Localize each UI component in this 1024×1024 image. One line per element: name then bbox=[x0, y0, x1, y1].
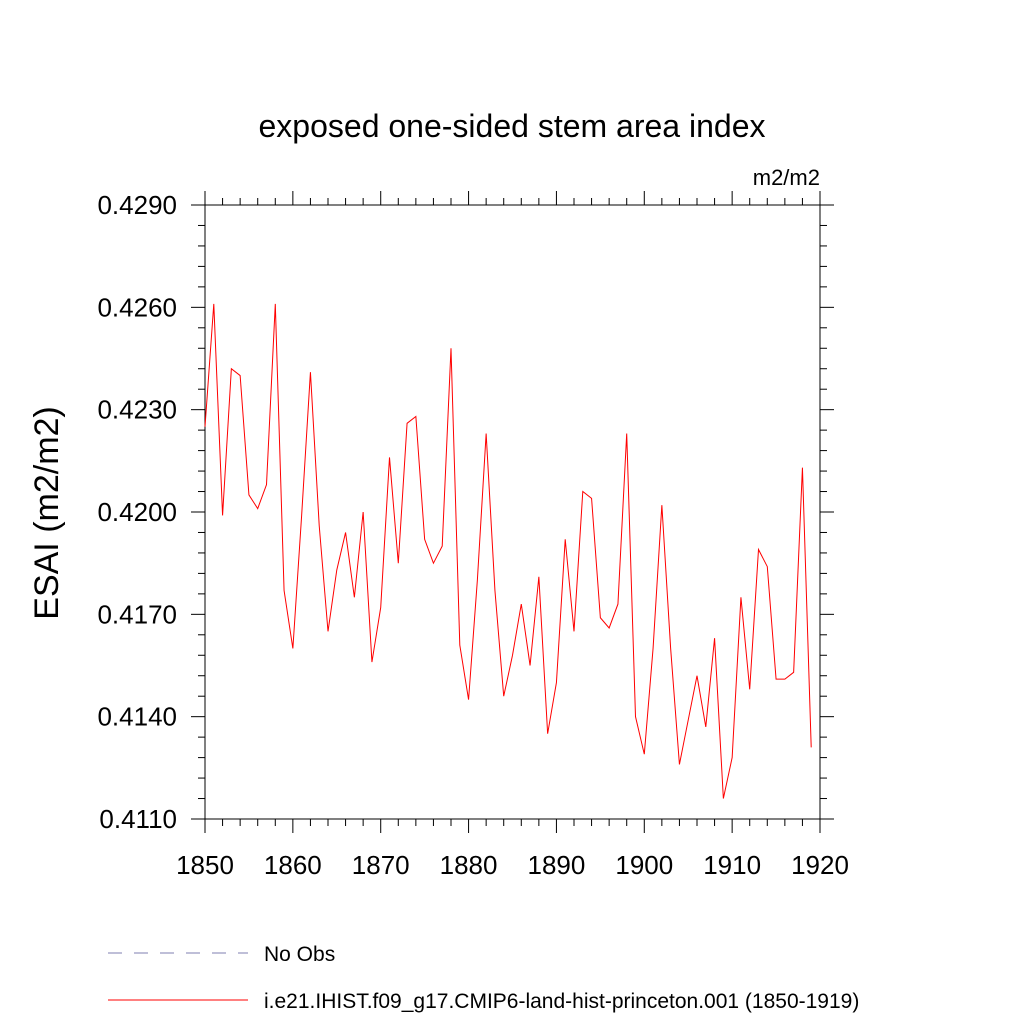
chart-title: exposed one-sided stem area index bbox=[259, 108, 766, 144]
y-tick-label: 0.4260 bbox=[97, 292, 177, 322]
y-tick-label: 0.4170 bbox=[97, 599, 177, 629]
x-tick-label: 1850 bbox=[176, 850, 234, 880]
y-tick-label: 0.4110 bbox=[99, 804, 177, 834]
y-tick-label: 0.4230 bbox=[97, 395, 177, 425]
x-tick-label: 1890 bbox=[528, 850, 586, 880]
x-tick-label: 1900 bbox=[615, 850, 673, 880]
y-axis-label: ESAI (m2/m2) bbox=[28, 406, 66, 619]
plot-frame bbox=[204, 204, 821, 820]
y-tick-label: 0.4290 bbox=[97, 190, 177, 220]
axis-tick-labels: 1850 1860 1870 1880 1890 1900 1910 1920 0.4110 0.… bbox=[97, 190, 848, 880]
x-tick-label: 1910 bbox=[703, 850, 761, 880]
units-label: m2/m2 bbox=[753, 165, 820, 190]
legend: No Obs i.e21.IHIST.f09_g17.CMIP6-land-his… bbox=[108, 943, 859, 1013]
series-line bbox=[204, 303, 812, 799]
y-tick-label: 0.4200 bbox=[97, 497, 177, 527]
x-tick-label: 1880 bbox=[440, 850, 498, 880]
legend-label: No Obs bbox=[264, 943, 335, 966]
x-tick-label: 1920 bbox=[791, 850, 849, 880]
x-tick-label: 1860 bbox=[264, 850, 322, 880]
axis-ticks bbox=[191, 191, 834, 833]
x-tick-label: 1870 bbox=[352, 850, 410, 880]
series-layer bbox=[204, 303, 812, 799]
legend-label: i.e21.IHIST.f09_g17.CMIP6-land-hist-prin… bbox=[264, 990, 859, 1013]
y-tick-label: 0.4140 bbox=[97, 702, 177, 732]
